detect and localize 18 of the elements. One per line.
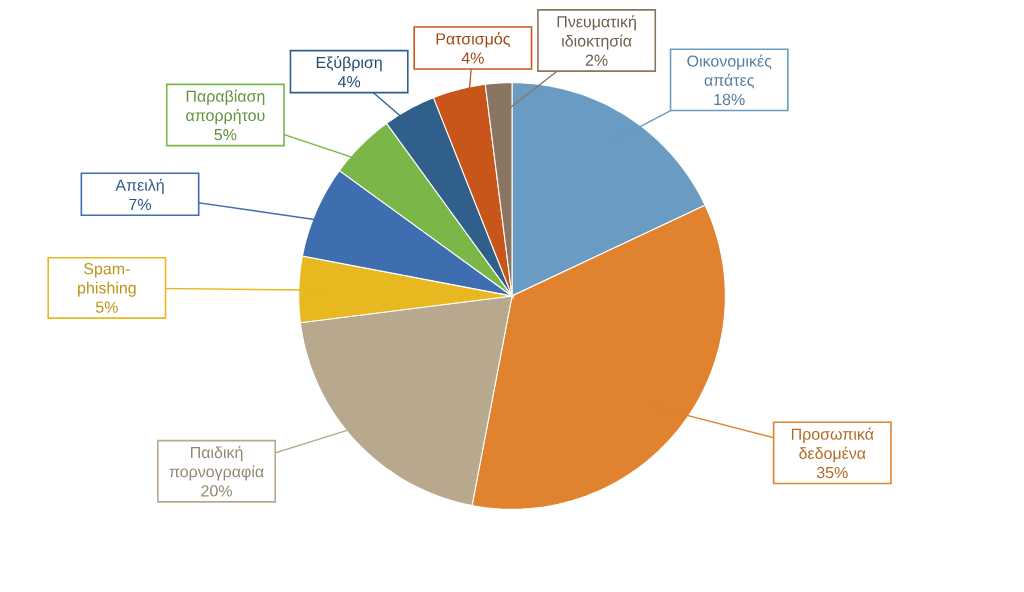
slice-label: Εξύβριση <box>316 55 382 72</box>
data-label: 2% <box>585 54 608 66</box>
data-label: 20% <box>201 485 232 497</box>
data-label: 35% <box>816 466 848 479</box>
data-label: 7% <box>129 198 152 210</box>
slice-label: Spam-phishing <box>78 263 136 297</box>
data-label: 5% <box>214 129 237 141</box>
slice-label: Παιδική πορνογραφία <box>169 445 264 481</box>
data-label: 4% <box>461 52 484 64</box>
data-label: 4% <box>337 76 361 88</box>
slice-label: Ρατσισμός <box>436 32 510 48</box>
slice-label: Οικονομικές απάτες <box>687 54 772 89</box>
data-label: 18% <box>714 93 745 106</box>
data-label: 5% <box>95 301 118 313</box>
slice-label: Παραβίαση απορρήτου <box>186 89 265 125</box>
slice-label: Πνευματική ιδιοκτησία <box>557 15 636 50</box>
slice-label: Προσωπικά δεδομένα <box>791 427 874 462</box>
slice-label: Απειλή <box>115 178 164 194</box>
